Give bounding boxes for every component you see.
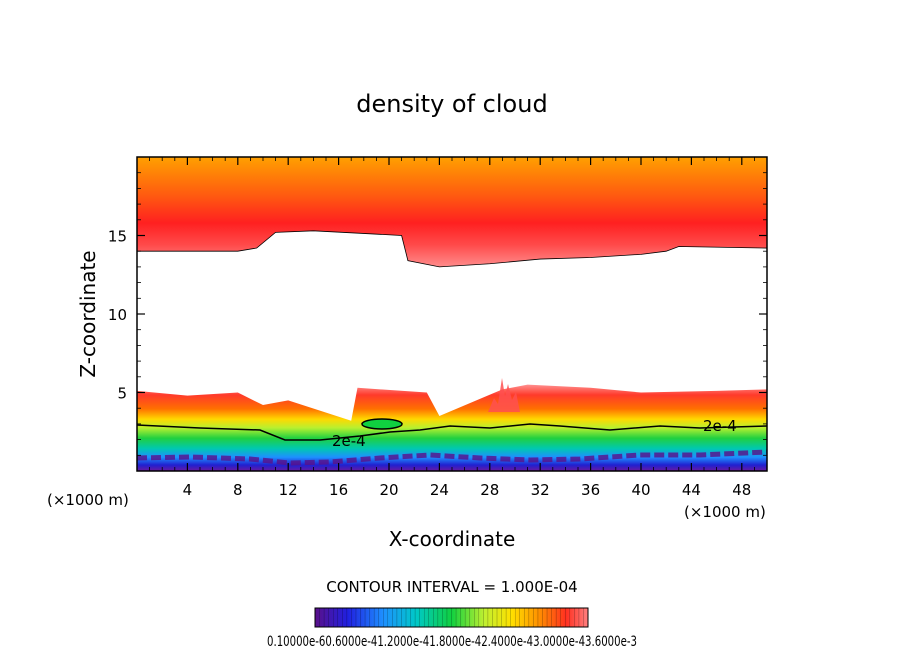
contour-line-upper-base	[137, 230, 767, 268]
convective-plume	[488, 378, 520, 412]
x-tick-label: 48	[732, 481, 751, 499]
contour-label-right: 2e-4	[703, 417, 737, 435]
colorbar-labels: 0.10000e-60.6000e-41.2000e-41.8000e-42.4…	[267, 634, 637, 650]
chart-title: density of cloud	[356, 90, 547, 118]
cloud-base-band	[137, 449, 767, 466]
x-tick-label: 8	[233, 481, 243, 499]
y-tick-label: 5	[117, 385, 127, 403]
x-tick-label: 4	[183, 481, 193, 499]
x-ticks: 4 8 12 16 20 24 28 32 36 40 44 48	[149, 157, 755, 499]
x-tick-label: 12	[279, 481, 298, 499]
contour-closed-loop	[361, 418, 403, 430]
x-tick-label: 16	[329, 481, 348, 499]
upper-cloud-layer	[137, 157, 767, 267]
colorbar-ticks	[319, 608, 584, 627]
x-tick-label: 24	[430, 481, 449, 499]
x-axis-label: X-coordinate	[389, 527, 516, 551]
y-tick-label: 10	[108, 306, 127, 324]
contour-fill	[137, 157, 767, 471]
x-tick-label: 40	[631, 481, 650, 499]
y-axis-label: Z-coordinate	[76, 250, 100, 377]
x-tick-label: 44	[682, 481, 701, 499]
y-ticks: 5 10 15	[108, 172, 767, 456]
x-tick-label: 36	[581, 481, 600, 499]
lower-cloud-layer	[137, 384, 767, 471]
contour-label-left: 2e-4	[332, 432, 366, 450]
contour-interval-text: CONTOUR INTERVAL = 1.000E-04	[326, 578, 577, 596]
x-tick-label: 32	[531, 481, 550, 499]
x-tick-label: 20	[379, 481, 398, 499]
x-unit-left: (×1000 m)	[47, 491, 129, 509]
x-tick-label: 28	[480, 481, 499, 499]
y-tick-label: 15	[108, 228, 127, 246]
x-unit-right: (×1000 m)	[684, 503, 766, 521]
contour-line-2e-4	[137, 423, 767, 441]
